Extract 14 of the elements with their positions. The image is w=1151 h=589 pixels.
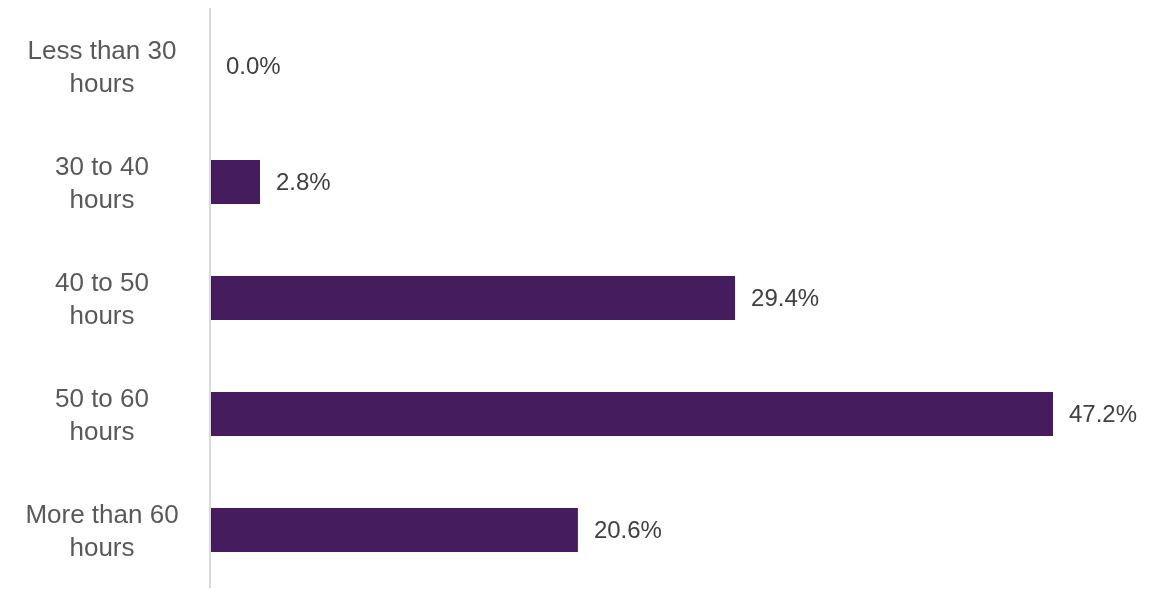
- bar: [210, 275, 736, 320]
- y-tick-label: 30 to 40 hours: [55, 150, 149, 214]
- data-label: 29.4%: [751, 284, 820, 312]
- bar: [210, 507, 578, 552]
- data-label: 0.0%: [226, 52, 281, 80]
- y-tick-label: 40 to 50 hours: [55, 266, 149, 330]
- y-tick-label: Less than 30 hours: [27, 34, 177, 98]
- bar: [210, 159, 261, 204]
- y-tick-label: 50 to 60 hours: [55, 382, 149, 446]
- bar: [210, 391, 1053, 436]
- data-label: 20.6%: [593, 516, 662, 544]
- data-label: 47.2%: [1069, 400, 1138, 428]
- y-tick-label: More than 60 hours: [25, 498, 179, 562]
- data-label: 2.8%: [276, 168, 331, 196]
